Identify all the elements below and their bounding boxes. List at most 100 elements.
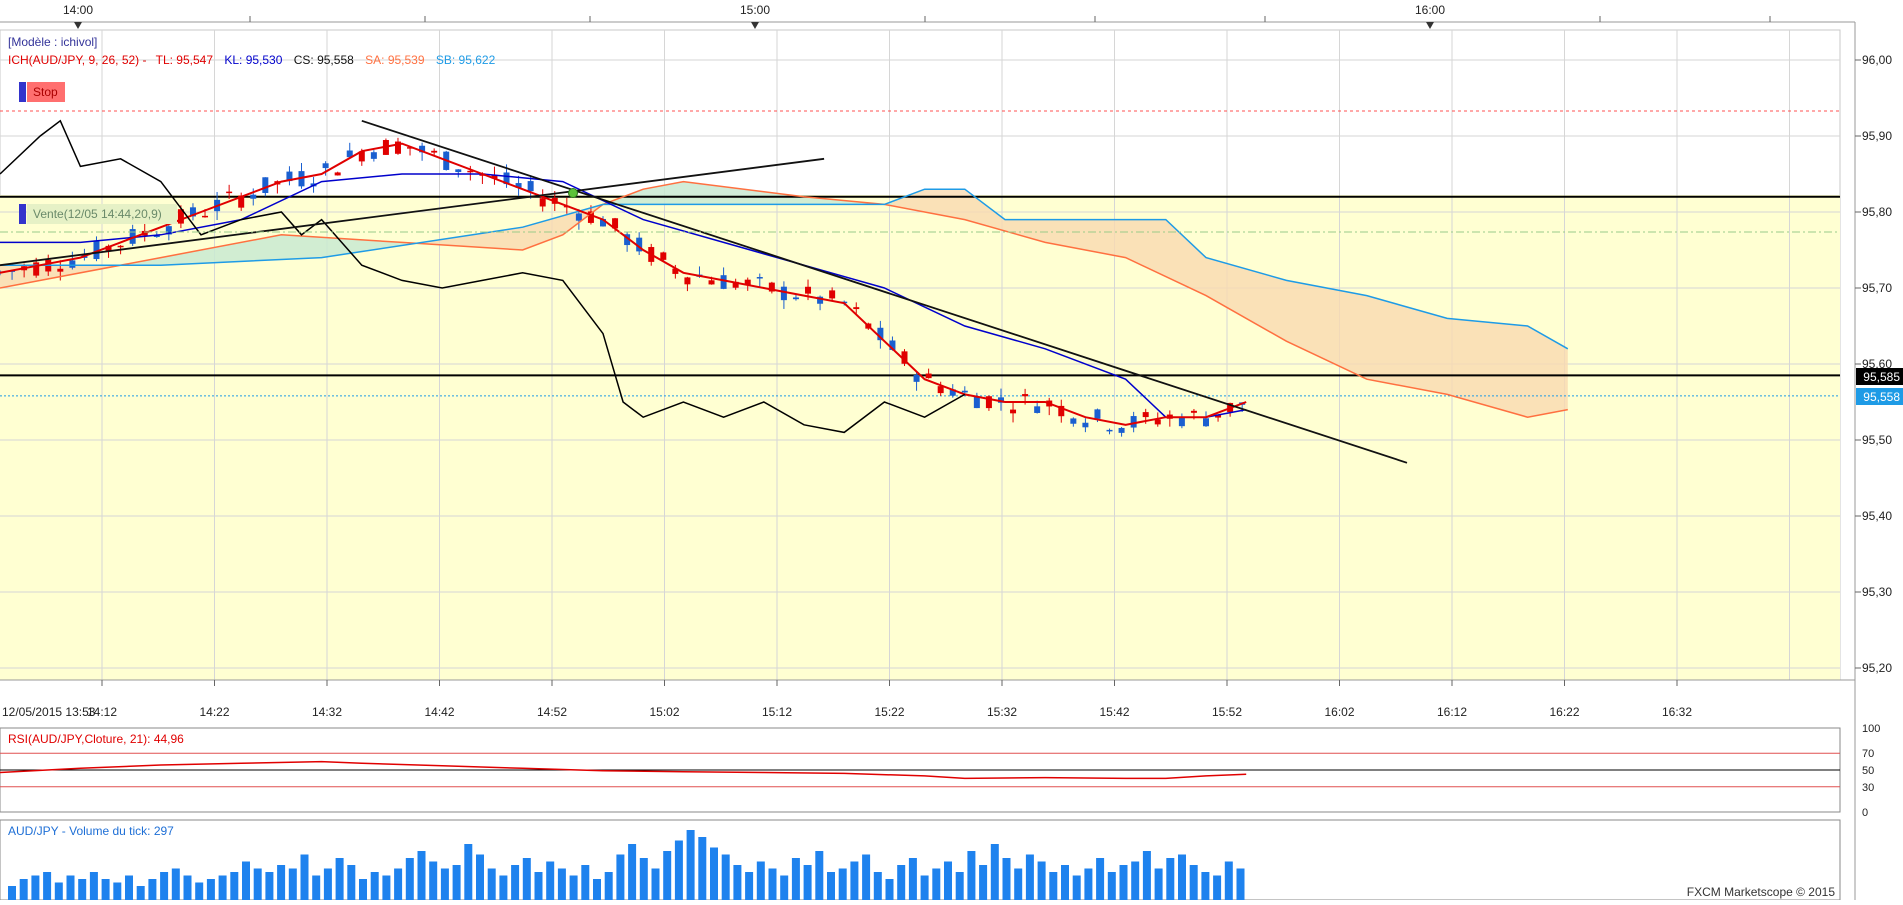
candle-body [69, 260, 76, 268]
candle-body [1106, 429, 1113, 432]
volume-bar [1201, 872, 1210, 900]
candle-body [515, 183, 522, 188]
candle-body [744, 279, 751, 286]
sell-entry-tag [27, 204, 177, 224]
time-marker-icon [74, 22, 82, 29]
candle-body [1118, 427, 1125, 433]
candle-body [503, 172, 510, 185]
candle-body [346, 150, 353, 158]
rsi-panel[interactable]: RSI(AUD/JPY,Cloture, 21): 44,96 100 70 50 3… [0, 723, 1880, 819]
stop-order-label: Stop [33, 85, 58, 99]
time-label: 14:32 [312, 705, 342, 719]
volume-bar [499, 875, 508, 900]
price-tick-label: 95,50 [1862, 433, 1892, 447]
volume-bar [230, 872, 239, 900]
volume-bar [1178, 854, 1186, 900]
time-label: 15:42 [1099, 705, 1129, 719]
candle-body [720, 275, 727, 289]
volume-bar [908, 858, 917, 900]
volume-bar [66, 875, 75, 900]
volume-bar [522, 858, 531, 900]
price-box-current [1856, 368, 1903, 385]
time-label: 16:32 [1662, 705, 1692, 719]
volume-bar [160, 872, 169, 900]
volume-bar [1072, 875, 1081, 900]
candle-body [1070, 418, 1077, 424]
volume-bar [1213, 875, 1222, 900]
price-box-current-label: 95,585 [1863, 370, 1900, 384]
volume-bar [733, 865, 742, 900]
volume-bar [663, 851, 672, 900]
volume-bar [335, 858, 344, 900]
time-marker-icon [1426, 22, 1434, 29]
candle-body [1082, 422, 1089, 428]
legend-sa: SA: 95,539 [365, 53, 425, 67]
price-panel[interactable]: 96,00 95,90 95,80 95,70 95,60 95,50 95,40 95,30… [0, 22, 1903, 900]
candle-body [455, 169, 462, 173]
stop-order[interactable]: Stop [0, 82, 1840, 112]
volume-bar [768, 868, 777, 900]
candle-body [334, 172, 341, 176]
sell-entry[interactable]: Vente(12/05 14:44,20,9) [0, 204, 1840, 233]
signal-dot[interactable] [568, 188, 578, 198]
volume-bar [756, 861, 765, 900]
time-label: 14:22 [199, 705, 229, 719]
volume-label: AUD/JPY - Volume du tick: 297 [8, 824, 174, 838]
candle-body [1178, 417, 1185, 427]
candle-body [600, 218, 606, 227]
candle-body [684, 277, 691, 285]
volume-bar [862, 854, 871, 900]
volume-bar [312, 875, 321, 900]
volume-bar [300, 854, 309, 900]
rsi-line [0, 760, 1247, 780]
volume-bar [288, 868, 297, 900]
volume-bar [323, 868, 332, 900]
candle-body [756, 277, 763, 279]
grid-vertical [101, 30, 1790, 680]
volume-bar [885, 879, 894, 900]
candle-body [105, 245, 112, 251]
candle-body [117, 245, 124, 248]
volume-bar [195, 882, 204, 900]
time-label: 15:12 [762, 705, 792, 719]
candle-body [153, 235, 160, 238]
candle-body [1094, 409, 1101, 419]
volume-panel-frame [0, 819, 1841, 901]
volume-bar [1037, 861, 1046, 900]
volume-bar [171, 868, 180, 900]
trendlines [0, 119, 1408, 464]
copyright: FXCM Marketscope © 2015 [1687, 885, 1836, 899]
candle-body [961, 390, 968, 393]
tenkan-line [0, 142, 1247, 426]
candle-body [780, 286, 787, 301]
volume-bar [1096, 858, 1105, 900]
volume-bar [464, 844, 473, 900]
volume-bar [557, 868, 566, 900]
candle-body [431, 150, 438, 153]
volume-bar [136, 886, 145, 900]
ichimoku-lines [0, 119, 1569, 434]
volume-bar [8, 886, 16, 900]
volume-bar [265, 872, 274, 900]
volume-panel[interactable]: AUD/JPY - Volume du tick: 297 FXCM Marke… [0, 819, 1841, 901]
candle-body [262, 177, 269, 193]
senkou-b-line [0, 188, 1569, 350]
volume-bar [113, 882, 122, 900]
volume-bar [1014, 868, 1023, 900]
candle-body [1130, 416, 1137, 428]
volume-bars [8, 830, 1245, 900]
legend-tl: TL: 95,547 [156, 53, 214, 67]
time-label: 16:22 [1549, 705, 1579, 719]
volume-bar [569, 875, 578, 900]
candle-body [491, 174, 498, 179]
volume-bar [932, 868, 941, 900]
volume-bar [242, 861, 250, 900]
volume-bar [616, 854, 625, 900]
volume-bar [440, 868, 449, 900]
candle-body [1058, 405, 1065, 417]
top-time-label: 16:00 [1415, 3, 1445, 17]
time-label: 14:12 [87, 705, 117, 719]
volume-bar [89, 872, 98, 900]
